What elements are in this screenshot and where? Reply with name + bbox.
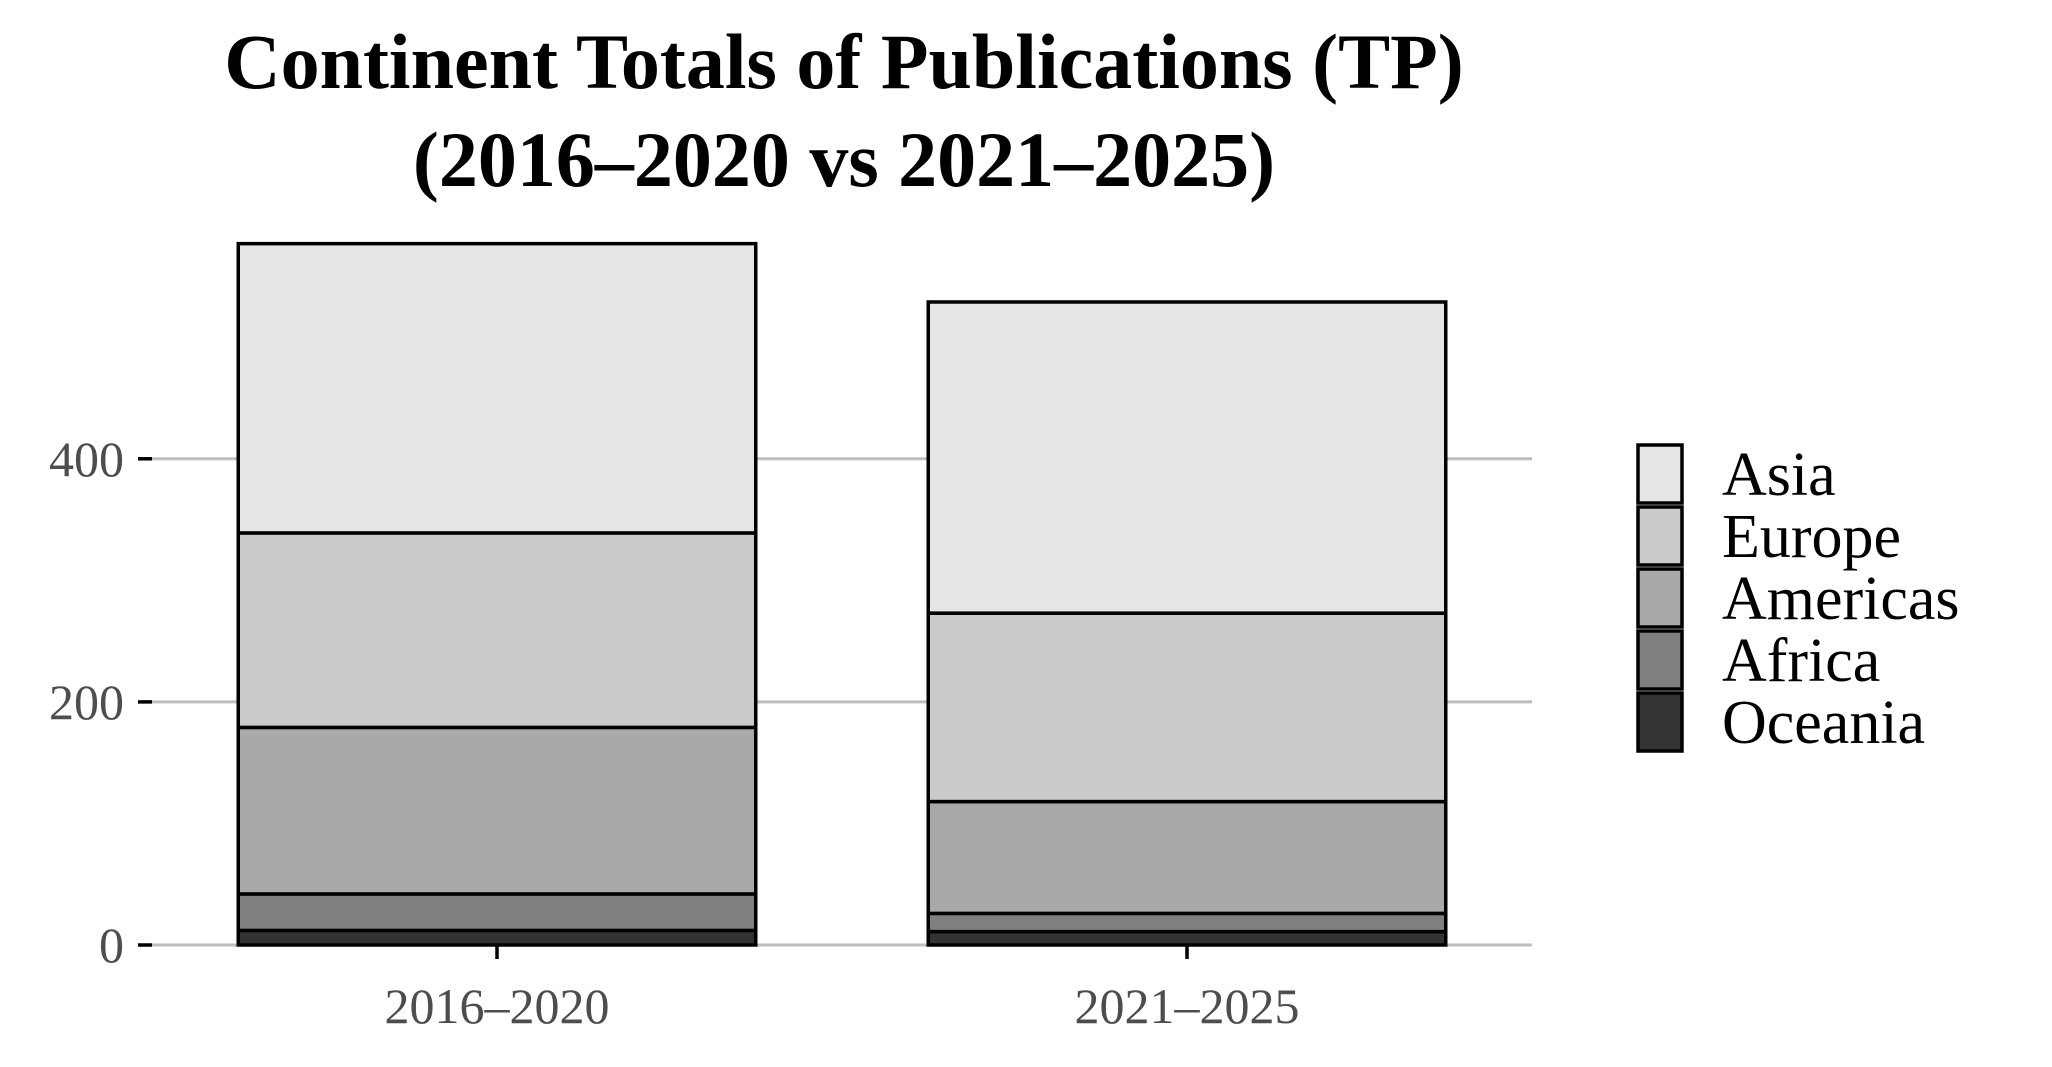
legend-label-americas: Americas (1722, 565, 1960, 633)
bar-stack-2021-2025 (926, 300, 1448, 947)
legend-item-asia: Asia (1636, 441, 1836, 509)
legend-item-europe: Europe (1636, 503, 1901, 571)
chart-title: Continent Totals of Publications (TP) (2… (224, 18, 1464, 203)
x-tick-label-2021-2025: 2021–2025 (1075, 978, 1300, 1034)
legend-key-africa (1636, 629, 1684, 691)
y-tick-label-200: 200 (49, 674, 124, 730)
legend-label-africa: Africa (1722, 627, 1880, 695)
bar-segment-africa-2021-2025 (926, 911, 1448, 934)
legend-label-oceania: Oceania (1722, 689, 1925, 757)
bar-segment-americas-2021-2025 (926, 799, 1448, 916)
bar-segment-oceania-2016-2020 (236, 928, 758, 947)
bar-stacks (236, 241, 1448, 947)
legend-key-europe (1636, 505, 1684, 567)
chart-title-line-2: (2016–2020 vs 2021–2025) (413, 116, 1275, 203)
bar-stack-2016-2020 (236, 241, 758, 947)
legend-key-americas (1636, 567, 1684, 629)
y-tick-label-0: 0 (99, 917, 124, 973)
bar-segment-oceania-2021-2025 (926, 929, 1448, 947)
chart-title-line-1: Continent Totals of Publications (TP) (224, 18, 1464, 105)
legend-item-americas: Americas (1636, 565, 1960, 633)
legend-item-africa: Africa (1636, 627, 1880, 695)
legend-label-europe: Europe (1722, 503, 1901, 571)
bar-segment-americas-2016-2020 (236, 725, 758, 896)
legend-item-oceania: Oceania (1636, 689, 1925, 757)
y-tick-label-400: 400 (49, 431, 124, 487)
x-tick-label-2016-2020: 2016–2020 (385, 978, 610, 1034)
bar-segment-europe-2021-2025 (926, 611, 1448, 804)
axes: 0 200 400 2016–2020 2021–2025 (49, 431, 1300, 1034)
legend-key-asia (1636, 443, 1684, 505)
bar-segment-africa-2016-2020 (236, 892, 758, 933)
legend-key-oceania (1636, 691, 1684, 753)
bar-segment-asia-2016-2020 (236, 241, 758, 535)
bar-segment-europe-2016-2020 (236, 531, 758, 730)
bar-segment-asia-2021-2025 (926, 300, 1448, 615)
legend-label-asia: Asia (1722, 441, 1836, 509)
